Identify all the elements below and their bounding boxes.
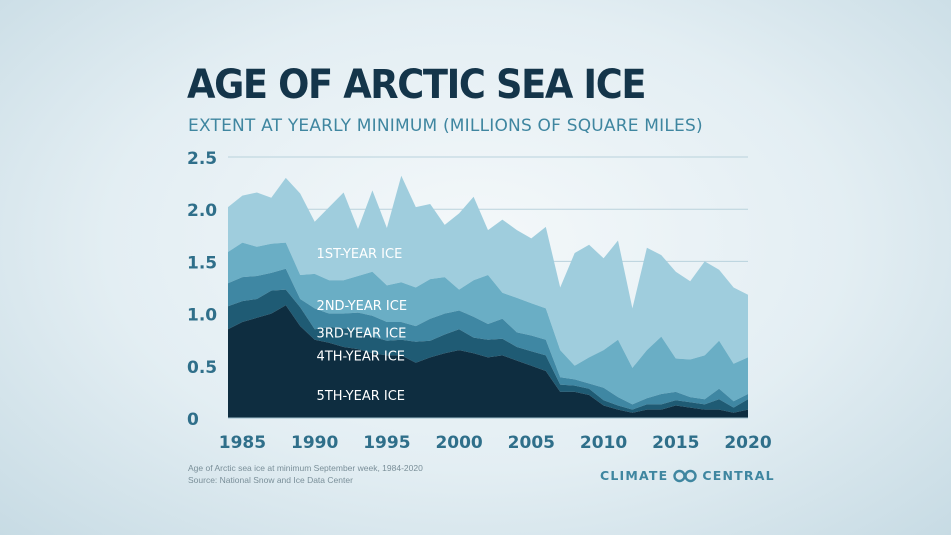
footnote-source: Source: National Snow and Ice Data Cente… bbox=[188, 475, 353, 485]
x-tick-label: 2005 bbox=[508, 433, 555, 453]
brand-name-left: CLIMATE bbox=[600, 468, 669, 483]
y-tick-label: 1.5 bbox=[187, 253, 217, 273]
brand-logo: CLIMATE CENTRAL bbox=[600, 468, 775, 483]
x-tick-label: 2010 bbox=[580, 433, 627, 453]
x-tick-label: 2000 bbox=[435, 433, 482, 453]
y-tick-label: 0 bbox=[187, 410, 199, 430]
x-tick-label: 2020 bbox=[724, 433, 771, 453]
series-label-2nd-year-ice: 2ND-YEAR ICE bbox=[317, 299, 408, 314]
x-tick-label: 1990 bbox=[291, 433, 338, 453]
series-label-1st-year-ice: 1ST-YEAR ICE bbox=[317, 247, 403, 262]
y-tick-label: 2.5 bbox=[187, 149, 217, 169]
area-4th-year-ice bbox=[228, 289, 748, 413]
series-label-5th-year-ice: 5TH-YEAR ICE bbox=[317, 389, 405, 404]
area-1st-year-ice bbox=[228, 175, 748, 368]
y-tick-label: 2.0 bbox=[187, 201, 217, 221]
x-tick-label: 1995 bbox=[363, 433, 410, 453]
y-tick-label: 0.5 bbox=[187, 358, 217, 378]
brand-name-right: CENTRAL bbox=[702, 468, 775, 483]
chart-title: AGE OF ARCTIC SEA ICE bbox=[187, 62, 646, 108]
infinity-loop-icon bbox=[673, 469, 698, 482]
area-5th-year-ice bbox=[228, 305, 748, 418]
footnote-description: Age of Arctic sea ice at minimum Septemb… bbox=[188, 463, 423, 473]
x-tick-label: 1985 bbox=[219, 433, 266, 453]
series-label-4th-year-ice: 4TH-YEAR ICE bbox=[317, 349, 405, 364]
chart-subtitle: EXTENT AT YEARLY MINIMUM (MILLIONS OF SQ… bbox=[188, 116, 703, 136]
area-2nd-year-ice bbox=[228, 242, 748, 405]
y-tick-label: 1.0 bbox=[187, 306, 217, 326]
area-3rd-year-ice bbox=[228, 268, 748, 410]
x-tick-label: 2015 bbox=[652, 433, 699, 453]
series-label-3rd-year-ice: 3RD-YEAR ICE bbox=[317, 326, 407, 341]
